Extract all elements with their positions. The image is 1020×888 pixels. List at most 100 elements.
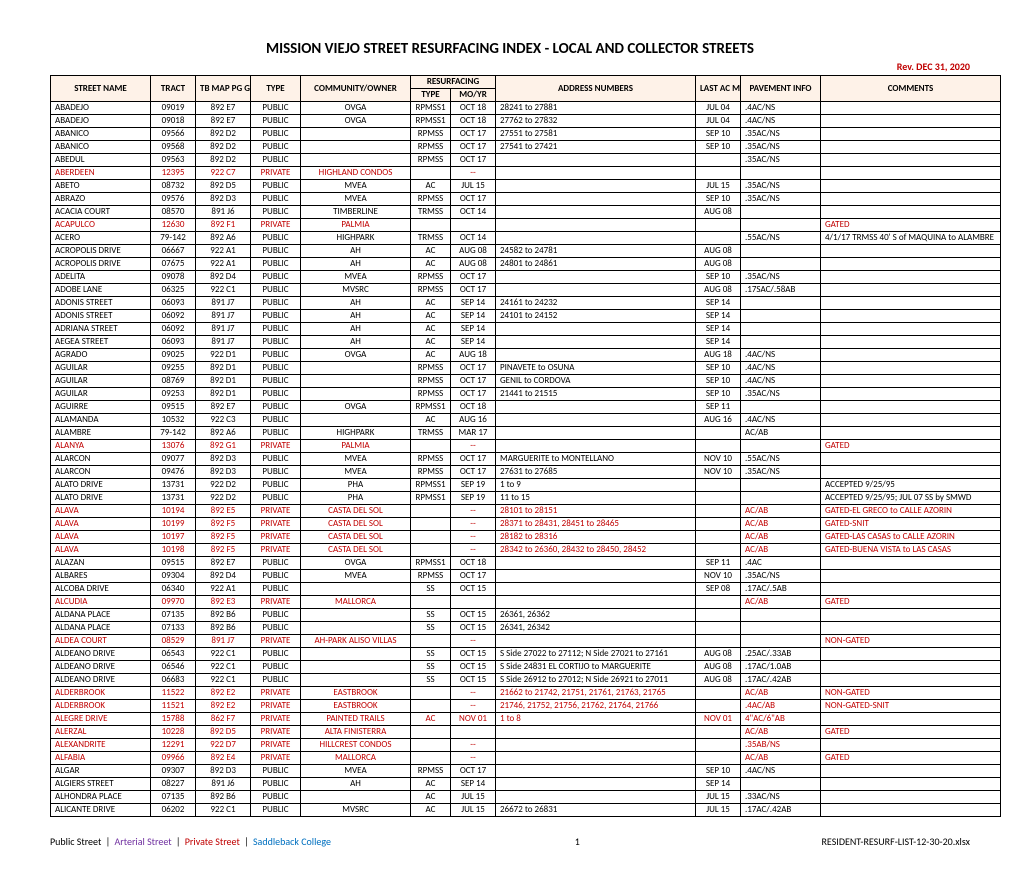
table-row: ACROPOLIS DRIVE07675922 A1PUBLICAHACAUG … — [51, 258, 1001, 271]
resurf-moyr-cell: -- — [451, 635, 496, 648]
tract-cell: 06340 — [151, 583, 196, 596]
tbmap-cell: 892 E7 — [196, 557, 251, 570]
type-cell: PUBLIC — [251, 154, 301, 167]
table-row: ALDEANO DRIVE06683922 C1PUBLICSSOCT 15S … — [51, 674, 1001, 687]
address-cell — [496, 284, 696, 297]
tbmap-cell: 922 C1 — [196, 674, 251, 687]
address-cell: 1 to 8 — [496, 713, 696, 726]
resurf-type-cell: SS — [411, 583, 451, 596]
tbmap-cell: 892 D1 — [196, 388, 251, 401]
table-row: ALDEANO DRIVE06543922 C1PUBLICSSOCT 15S … — [51, 648, 1001, 661]
legend-private: Private Street — [185, 835, 240, 848]
resurf-type-cell: TRMSS — [411, 232, 451, 245]
community-cell: PHA — [301, 479, 411, 492]
type-cell: PUBLIC — [251, 284, 301, 297]
lastac-cell: AUG 08 — [696, 284, 741, 297]
resurf-type-cell: SS — [411, 622, 451, 635]
header-resurfacing: RESURFACING — [411, 76, 496, 89]
pavement-cell: .17AC/.5AB — [741, 583, 821, 596]
lastac-cell: AUG 18 — [696, 349, 741, 362]
pavement-cell: .4AC/AB — [741, 700, 821, 713]
street-cell: ACROPOLIS DRIVE — [51, 258, 151, 271]
type-cell: PUBLIC — [251, 349, 301, 362]
resurf-type-cell: AC — [411, 258, 451, 271]
lastac-cell — [696, 752, 741, 765]
type-cell: PUBLIC — [251, 245, 301, 258]
tract-cell: 09970 — [151, 596, 196, 609]
lastac-cell: JUL 04 — [696, 102, 741, 115]
resurf-moyr-cell: OCT 17 — [451, 284, 496, 297]
table-row: ADOBE LANE06325922 C1PUBLICMVSRCRPMSSOCT… — [51, 284, 1001, 297]
tbmap-cell: 892 E7 — [196, 102, 251, 115]
resurf-moyr-cell: OCT 15 — [451, 661, 496, 674]
tbmap-cell: 892 F5 — [196, 544, 251, 557]
revision-date: Rev. DEC 31, 2020 — [50, 60, 970, 73]
table-row: ALDEANO DRIVE06546922 C1PUBLICSSOCT 15S … — [51, 661, 1001, 674]
community-cell — [301, 128, 411, 141]
resurf-moyr-cell: OCT 15 — [451, 583, 496, 596]
tbmap-cell: 922 A1 — [196, 245, 251, 258]
pavement-cell: .4AC/NS — [741, 375, 821, 388]
tbmap-cell: 891 J7 — [196, 297, 251, 310]
table-row: ALANYA13076892 G1PRIVATEPALMIA--GATED — [51, 440, 1001, 453]
address-cell: 24101 to 24152 — [496, 310, 696, 323]
lastac-cell: AUG 08 — [696, 661, 741, 674]
resurfacing-table: STREET NAME TRACT TB MAP PG GRID TYPE CO… — [50, 75, 1001, 817]
tbmap-cell: 892 F1 — [196, 219, 251, 232]
tract-cell: 10198 — [151, 544, 196, 557]
tbmap-cell: 892 E4 — [196, 752, 251, 765]
type-cell: PUBLIC — [251, 427, 301, 440]
lastac-cell — [696, 232, 741, 245]
address-cell — [496, 271, 696, 284]
comment-cell — [821, 193, 1001, 206]
resurf-moyr-cell: -- — [451, 700, 496, 713]
comment-cell — [821, 557, 1001, 570]
address-cell — [496, 206, 696, 219]
address-cell: S Side 27022 to 27112; N Side 27021 to 2… — [496, 648, 696, 661]
address-cell — [496, 336, 696, 349]
resurf-moyr-cell: OCT 17 — [451, 141, 496, 154]
table-row: ABEDUL09563892 D2PUBLICRPMSSOCT 17.35AC/… — [51, 154, 1001, 167]
resurf-type-cell: RPMSS — [411, 570, 451, 583]
table-row: ALEGRE DRIVE15788862 F7PRIVATEPAINTED TR… — [51, 713, 1001, 726]
tbmap-cell: 892 D1 — [196, 375, 251, 388]
tbmap-cell: 892 E2 — [196, 700, 251, 713]
lastac-cell — [696, 154, 741, 167]
address-cell: 27631 to 27685 — [496, 466, 696, 479]
tract-cell: 06543 — [151, 648, 196, 661]
pavement-cell: .17SAC/.58AB — [741, 284, 821, 297]
type-cell: PUBLIC — [251, 180, 301, 193]
tract-cell: 08570 — [151, 206, 196, 219]
type-cell: PUBLIC — [251, 232, 301, 245]
address-cell: 21662 to 21742, 21751, 21761, 21763, 217… — [496, 687, 696, 700]
tract-cell: 11521 — [151, 700, 196, 713]
table-row: ALFABIA09966892 E4PRIVATEMALLORCA--AC/AB… — [51, 752, 1001, 765]
street-cell: ABERDEEN — [51, 167, 151, 180]
resurf-moyr-cell: -- — [451, 505, 496, 518]
community-cell: HILLCREST CONDOS — [301, 739, 411, 752]
comment-cell: NON-GATED — [821, 635, 1001, 648]
lastac-cell — [696, 518, 741, 531]
comment-cell — [821, 648, 1001, 661]
resurf-moyr-cell: OCT 18 — [451, 102, 496, 115]
street-cell: ALAZAN — [51, 557, 151, 570]
community-cell — [301, 388, 411, 401]
tract-cell: 12395 — [151, 167, 196, 180]
community-cell — [301, 141, 411, 154]
address-cell — [496, 323, 696, 336]
address-cell — [496, 596, 696, 609]
type-cell: PUBLIC — [251, 271, 301, 284]
tbmap-cell: 892 D2 — [196, 154, 251, 167]
street-cell: ALARCON — [51, 466, 151, 479]
community-cell: MALLORCA — [301, 596, 411, 609]
tract-cell: 09966 — [151, 752, 196, 765]
table-row: ADELITA09078892 D4PUBLICMVEARPMSSOCT 17S… — [51, 271, 1001, 284]
pavement-cell — [741, 401, 821, 414]
community-cell: MVEA — [301, 271, 411, 284]
community-cell: AH — [301, 297, 411, 310]
lastac-cell: SEP 10 — [696, 765, 741, 778]
comment-cell: ACCEPTED 9/25/95; JUL 07 SS by SMWD — [821, 492, 1001, 505]
tract-cell: 09018 — [151, 115, 196, 128]
pavement-cell: .4AC/NS — [741, 102, 821, 115]
resurf-moyr-cell: -- — [451, 167, 496, 180]
